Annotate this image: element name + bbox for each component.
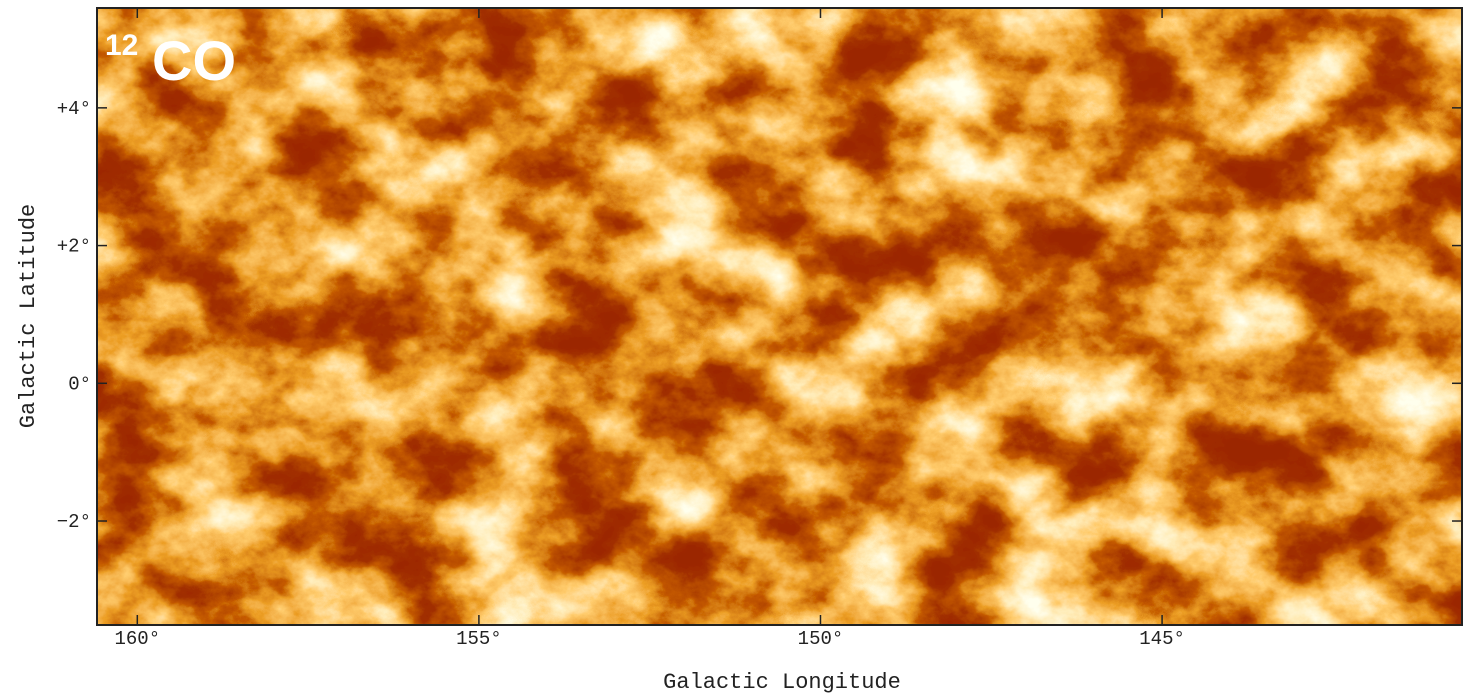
y-tick-label: +4°: [57, 98, 91, 120]
x-tick-label: 155°: [456, 628, 502, 650]
chart: 12 CO Galactic Longitude Galactic Latitu…: [0, 0, 1464, 699]
x-tick-label: 150°: [798, 628, 844, 650]
title: CO: [152, 29, 236, 92]
y-axis-label: Galactic Latitude: [16, 204, 41, 428]
y-tick-label: −2°: [57, 511, 91, 533]
x-tick-label: 145°: [1139, 628, 1185, 650]
y-tick-label: 0°: [68, 373, 91, 395]
title-superscript: 12: [105, 29, 138, 62]
emission-map: [97, 8, 1462, 625]
y-tick-label: +2°: [57, 236, 91, 258]
x-tick-label: 160°: [115, 628, 161, 650]
x-axis-label: Galactic Longitude: [663, 670, 901, 695]
